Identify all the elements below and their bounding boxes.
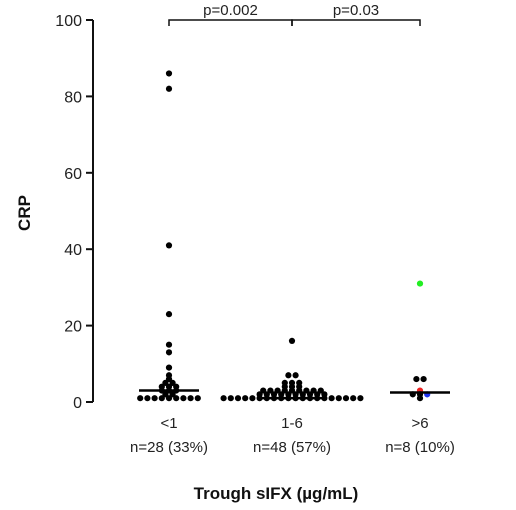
x-category-sublabel: n=28 (33%) xyxy=(130,439,208,456)
significance-bracket xyxy=(168,19,293,26)
data-point xyxy=(227,395,234,402)
data-point xyxy=(416,395,424,402)
data-point xyxy=(165,395,173,402)
y-tick-label: 100 xyxy=(55,13,82,30)
data-points xyxy=(137,70,431,402)
data-point xyxy=(180,395,187,402)
data-point xyxy=(173,395,180,402)
data-point xyxy=(292,372,299,379)
p-value-label: p=0.002 xyxy=(203,2,258,19)
y-axis-label: CRP xyxy=(15,195,34,231)
data-point xyxy=(256,395,263,402)
x-axis-label: Trough sIFX (µg/mL) xyxy=(194,484,359,503)
data-point xyxy=(350,395,357,402)
data-point xyxy=(165,364,173,371)
x-category-label: 1-6 xyxy=(281,415,303,432)
data-point xyxy=(158,395,165,402)
data-point xyxy=(288,337,296,344)
x-category-label: <1 xyxy=(160,415,177,432)
data-point xyxy=(328,395,335,402)
x-axis-categories: <1 n=28 (33%) 1-6 n=48 (57%) >6 n=8 (10%) xyxy=(130,415,455,456)
data-point xyxy=(165,242,173,249)
data-point xyxy=(187,395,194,402)
data-point xyxy=(165,375,173,383)
significance-bracket xyxy=(291,19,421,26)
data-point xyxy=(242,395,249,402)
x-category-sublabel: n=8 (10%) xyxy=(385,439,455,456)
data-point xyxy=(165,311,173,318)
data-point xyxy=(165,341,173,348)
x-category-sublabel: n=48 (57%) xyxy=(253,439,331,456)
y-axis-ticks: 0 20 40 60 80 100 xyxy=(55,13,93,412)
median-lines xyxy=(139,389,450,400)
data-point xyxy=(285,372,292,379)
data-point xyxy=(249,395,256,402)
data-point xyxy=(220,395,227,402)
data-point xyxy=(234,395,242,402)
data-point xyxy=(144,395,151,402)
data-point xyxy=(342,395,350,402)
y-tick-label: 0 xyxy=(73,395,82,412)
data-point xyxy=(416,280,424,287)
data-point xyxy=(335,395,342,402)
x-category-label: >6 xyxy=(411,415,428,432)
significance-brackets: p=0.002 p=0.03 xyxy=(168,2,421,26)
data-point xyxy=(165,70,173,77)
data-point xyxy=(137,395,144,402)
y-tick-label: 60 xyxy=(64,166,82,183)
data-point xyxy=(165,85,173,92)
data-point xyxy=(194,395,201,402)
y-tick-label: 40 xyxy=(64,242,82,259)
p-value-label: p=0.03 xyxy=(333,2,379,19)
data-point xyxy=(151,395,158,402)
y-tick-label: 20 xyxy=(64,319,82,336)
data-point xyxy=(357,395,364,402)
data-point xyxy=(420,375,427,383)
y-tick-label: 80 xyxy=(64,89,82,106)
data-point xyxy=(165,349,173,356)
data-point xyxy=(321,395,328,402)
data-point xyxy=(413,375,420,383)
